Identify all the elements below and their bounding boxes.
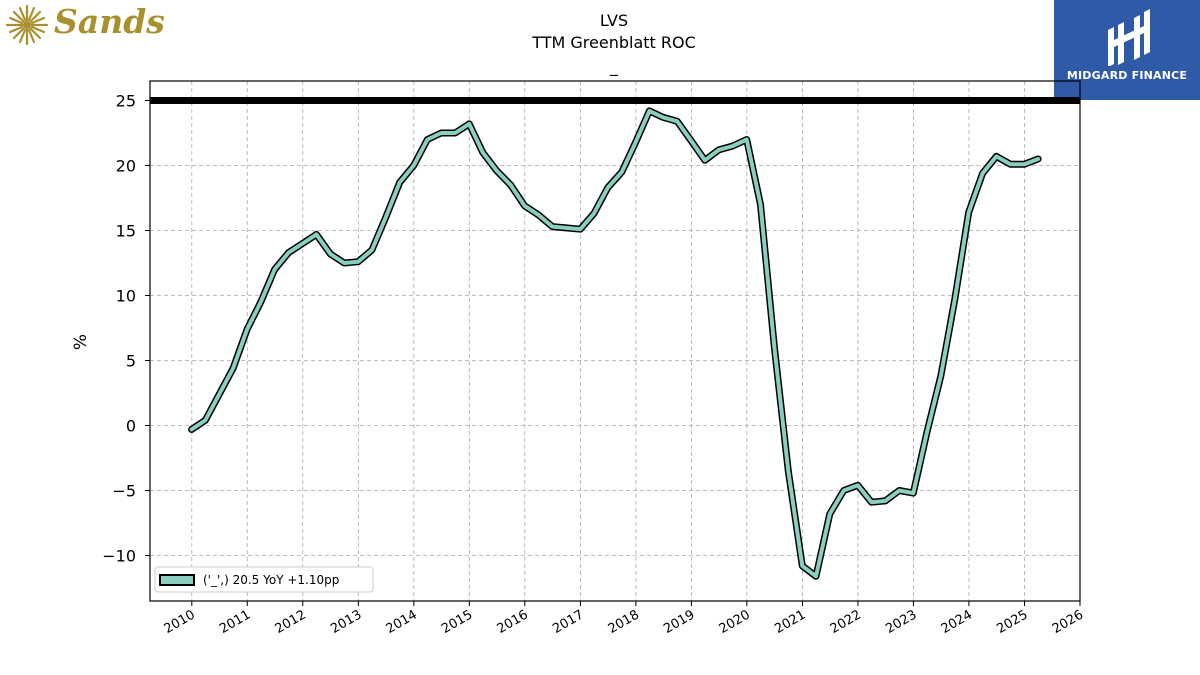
chart-subtitle: TTM Greenblatt ROC [531, 33, 696, 52]
x-tick-label: 2023 [883, 607, 919, 637]
sands-logo-text: Sands [54, 2, 165, 41]
legend-box [154, 566, 374, 593]
x-axis: 2010 2011 2012 2013 2014 2015 2016 2017 2018 2019… [162, 601, 1086, 637]
x-tick-label: 2017 [550, 607, 586, 637]
x-tick-label: 2010 [162, 607, 198, 637]
midgard-mark-icon [1108, 9, 1150, 67]
grid [150, 81, 1081, 601]
y-tick-label: 25 [116, 92, 136, 111]
legend: ('_',) 20.5 YoY +1.10pp [154, 566, 374, 593]
x-tick-label: 2011 [217, 607, 253, 637]
x-tick-label: 2024 [939, 607, 975, 637]
x-tick-label: 2026 [1050, 607, 1086, 637]
y-tick-label: 20 [116, 157, 136, 176]
x-tick-label: 2020 [717, 607, 753, 637]
x-tick-label: 2022 [828, 607, 864, 637]
y-tick-label: 15 [116, 222, 136, 241]
x-tick-label: 2025 [994, 607, 1030, 637]
y-tick-label: 10 [116, 287, 136, 306]
x-tick-label: 2021 [772, 607, 808, 637]
axes-frame [149, 80, 1081, 602]
x-tick-label: 2016 [495, 607, 531, 637]
y-axis-label: % [71, 334, 91, 350]
x-tick-label: 2018 [606, 607, 642, 637]
x-tick-label: 2013 [328, 607, 364, 637]
series-line [189, 108, 1041, 579]
legend-swatch [159, 574, 195, 586]
y-tick-label: −10 [102, 547, 136, 566]
chart-subtitle-2: _ [609, 57, 619, 77]
y-axis: −10 −5 0 5 10 15 20 25 [102, 92, 150, 566]
sunburst-icon [5, 4, 49, 46]
chart-title: LVS [600, 11, 628, 30]
midgard-finance-logo-text: MIDGARD FINANCE [1066, 69, 1188, 82]
x-tick-label: 2019 [661, 607, 697, 637]
sands-logo: Sands [4, 2, 174, 46]
legend-label: ('_',) 20.5 YoY +1.10pp [203, 573, 339, 587]
x-tick-label: 2015 [439, 607, 475, 637]
y-tick-label: 5 [126, 352, 136, 371]
x-tick-label: 2012 [273, 607, 309, 637]
y-tick-label: −5 [112, 482, 136, 501]
midgard-finance-logo: MIDGARD FINANCE [1054, 0, 1200, 100]
y-tick-label: 0 [126, 417, 136, 436]
x-tick-label: 2014 [384, 607, 420, 637]
